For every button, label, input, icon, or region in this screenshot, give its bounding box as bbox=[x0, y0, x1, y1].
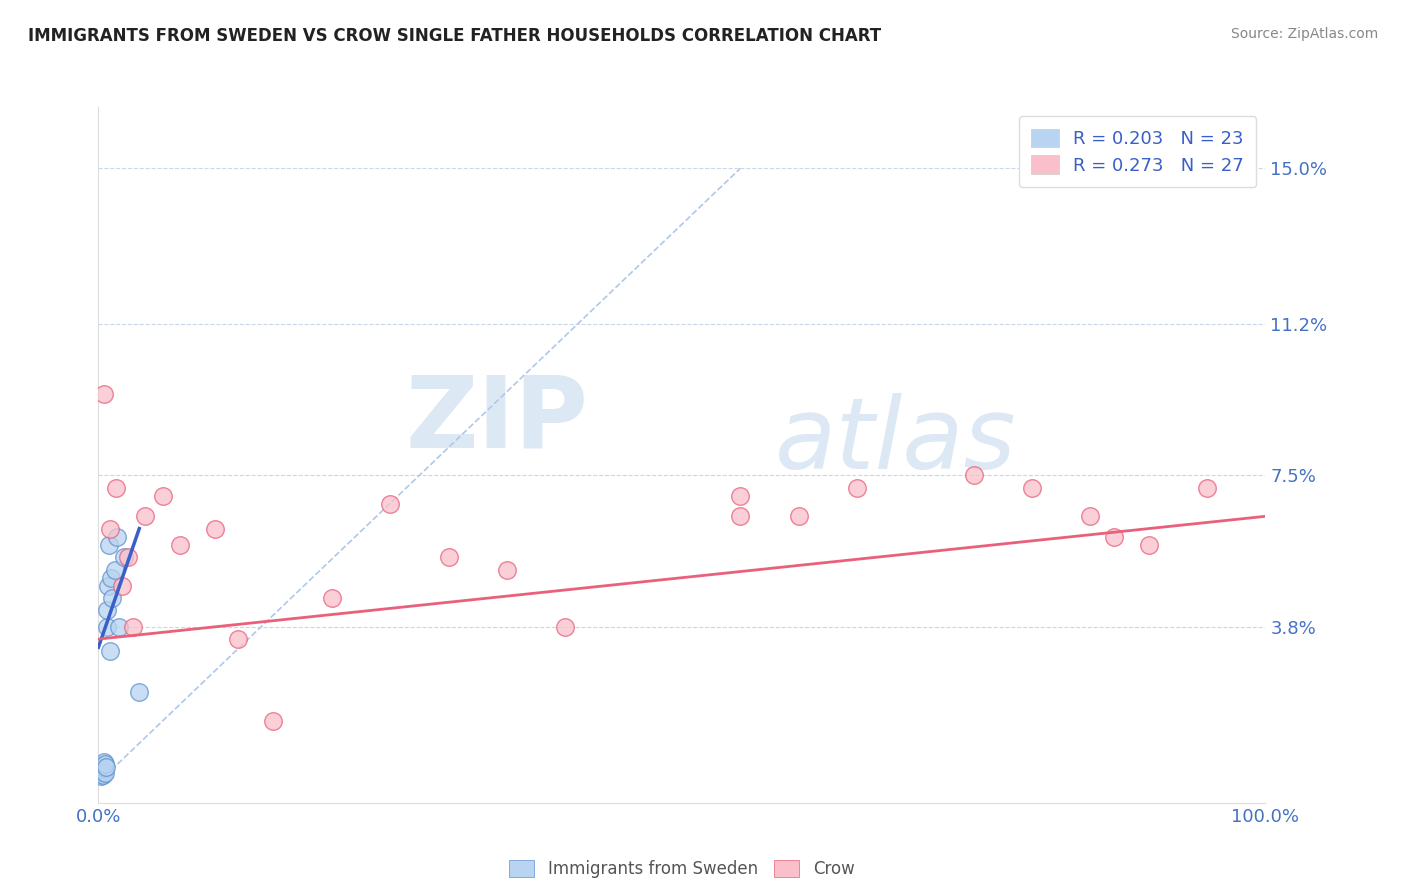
Point bbox=[787, 509, 810, 524]
Point bbox=[94, 766, 117, 780]
Point bbox=[846, 481, 869, 495]
Point bbox=[134, 509, 156, 524]
Point bbox=[93, 386, 115, 401]
Point bbox=[495, 562, 517, 576]
Point bbox=[169, 538, 191, 552]
Point bbox=[128, 685, 150, 699]
Text: ZIP: ZIP bbox=[406, 372, 589, 468]
Point bbox=[98, 522, 121, 536]
Point bbox=[90, 765, 112, 780]
Point bbox=[89, 767, 111, 781]
Point bbox=[204, 522, 226, 536]
Point bbox=[108, 620, 131, 634]
Text: Source: ZipAtlas.com: Source: ZipAtlas.com bbox=[1230, 27, 1378, 41]
Point bbox=[100, 571, 122, 585]
Point bbox=[101, 591, 124, 606]
Point bbox=[90, 763, 112, 777]
Point bbox=[98, 644, 121, 658]
Point bbox=[152, 489, 174, 503]
Point bbox=[122, 620, 145, 634]
Point bbox=[94, 760, 117, 774]
Point bbox=[730, 509, 752, 524]
Point bbox=[93, 761, 115, 775]
Point bbox=[1137, 538, 1160, 552]
Text: IMMIGRANTS FROM SWEDEN VS CROW SINGLE FATHER HOUSEHOLDS CORRELATION CHART: IMMIGRANTS FROM SWEDEN VS CROW SINGLE FA… bbox=[28, 27, 882, 45]
Point bbox=[97, 579, 120, 593]
Point bbox=[262, 714, 284, 728]
Point bbox=[91, 768, 114, 782]
Point bbox=[1021, 481, 1043, 495]
Point bbox=[730, 489, 752, 503]
Point bbox=[104, 481, 127, 495]
Point bbox=[1195, 481, 1218, 495]
Point bbox=[1102, 530, 1125, 544]
Point bbox=[378, 497, 402, 511]
Point bbox=[554, 620, 576, 634]
Point bbox=[105, 530, 128, 544]
Point bbox=[111, 579, 134, 593]
Point bbox=[1080, 509, 1102, 524]
Point bbox=[104, 562, 127, 576]
Point bbox=[228, 632, 250, 646]
Point bbox=[117, 550, 139, 565]
Point bbox=[96, 603, 118, 617]
Point bbox=[90, 769, 112, 783]
Point bbox=[93, 755, 115, 769]
Point bbox=[96, 620, 118, 634]
Point bbox=[962, 468, 984, 483]
Legend: Immigrants from Sweden, Crow: Immigrants from Sweden, Crow bbox=[502, 854, 862, 885]
Point bbox=[91, 759, 114, 773]
Text: atlas: atlas bbox=[775, 392, 1017, 490]
Point bbox=[321, 591, 343, 606]
Point bbox=[94, 756, 117, 771]
Point bbox=[437, 550, 460, 565]
Point bbox=[97, 538, 120, 552]
Point bbox=[112, 550, 135, 565]
